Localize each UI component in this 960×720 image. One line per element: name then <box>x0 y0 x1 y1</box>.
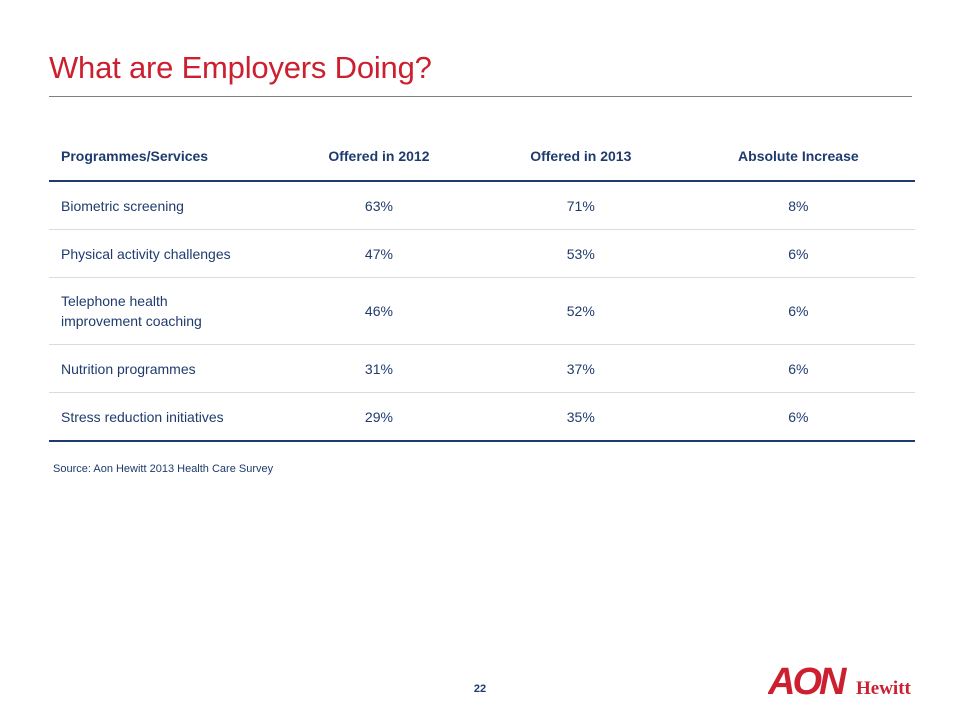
value-2012-cell: 47% <box>278 229 480 278</box>
table-row: Biometric screening 63% 71% 8% <box>49 181 915 230</box>
value-2012-cell: 29% <box>278 392 480 442</box>
table-row: Telephone health improvement coaching 46%… <box>49 277 915 345</box>
table-header-row: Programmes/Services Offered in 2012 Offe… <box>49 132 915 182</box>
service-line-1: Telephone health <box>61 293 168 309</box>
value-2013-cell: 71% <box>479 181 682 230</box>
aon-hewitt-logo: AON Hewitt <box>768 661 912 698</box>
value-2013-cell: 53% <box>479 229 682 278</box>
table-row: Nutrition programmes 31% 37% 6% <box>49 344 915 393</box>
value-2012-cell: 46% <box>278 277 480 345</box>
service-cell: Stress reduction initiatives <box>49 392 278 442</box>
value-2013-cell: 52% <box>479 277 682 345</box>
svg-text:AON: AON <box>768 661 848 698</box>
title-divider <box>49 96 912 97</box>
header-absolute-increase: Absolute Increase <box>681 132 915 182</box>
increase-cell: 6% <box>681 344 915 393</box>
service-cell: Nutrition programmes <box>49 344 278 393</box>
header-offered-2013: Offered in 2013 <box>479 132 682 182</box>
service-cell: Physical activity challenges <box>49 229 278 278</box>
value-2013-cell: 37% <box>479 344 682 393</box>
increase-cell: 6% <box>681 392 915 442</box>
table-row: Stress reduction initiatives 29% 35% 6% <box>49 392 915 442</box>
value-2012-cell: 31% <box>278 344 480 393</box>
table-row: Physical activity challenges 47% 53% 6% <box>49 229 915 278</box>
service-line-2: improvement coaching <box>61 313 202 329</box>
service-cell: Telephone health improvement coaching <box>49 277 278 345</box>
increase-cell: 6% <box>681 229 915 278</box>
header-programmes-services: Programmes/Services <box>49 132 278 182</box>
header-offered-2012: Offered in 2012 <box>278 132 480 182</box>
value-2012-cell: 63% <box>278 181 480 230</box>
svg-text:Hewitt: Hewitt <box>856 678 912 698</box>
programmes-table: Programmes/Services Offered in 2012 Offe… <box>49 132 915 442</box>
page-number: 22 <box>473 683 487 695</box>
value-2013-cell: 35% <box>479 392 682 442</box>
slide-title: What are Employers Doing? <box>49 50 432 85</box>
increase-cell: 6% <box>681 277 915 345</box>
service-cell: Biometric screening <box>49 181 278 230</box>
source-note: Source: Aon Hewitt 2013 Health Care Surv… <box>53 463 274 475</box>
increase-cell: 8% <box>681 181 915 230</box>
